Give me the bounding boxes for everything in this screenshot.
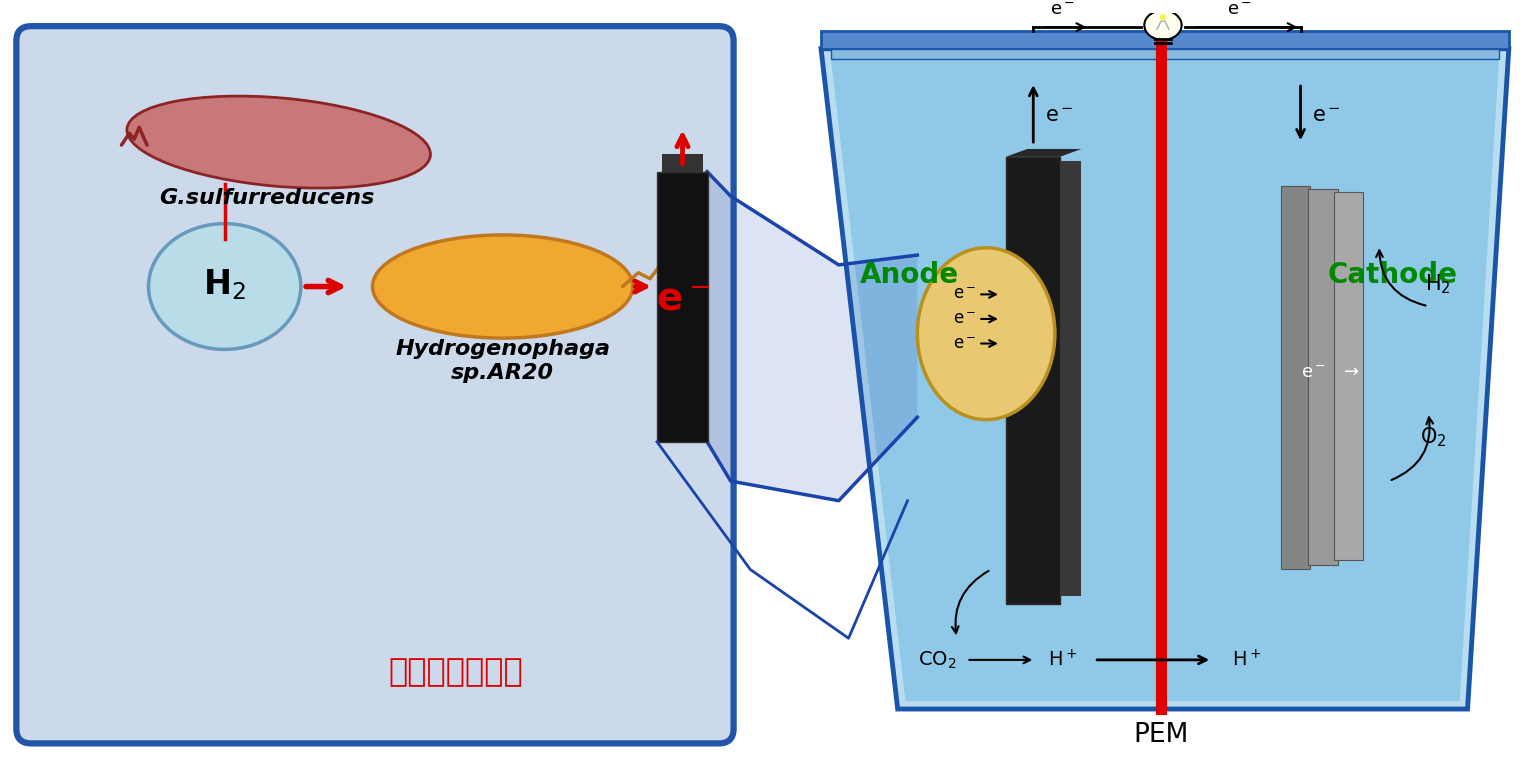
Text: H$_2$: H$_2$ xyxy=(1424,273,1451,296)
Bar xyxy=(1059,161,1082,596)
Text: CO$_2$: CO$_2$ xyxy=(918,650,956,670)
Text: e$^-$  $\rightarrow$: e$^-$ $\rightarrow$ xyxy=(1300,364,1358,382)
Ellipse shape xyxy=(149,224,301,349)
FancyBboxPatch shape xyxy=(17,26,734,743)
Text: Hydrogenophaga: Hydrogenophaga xyxy=(394,339,611,359)
Text: e$^-$: e$^-$ xyxy=(1045,106,1073,126)
Text: G.sulfurreducens: G.sulfurreducens xyxy=(160,188,375,208)
Bar xyxy=(1308,189,1339,565)
Text: H$_2$: H$_2$ xyxy=(203,267,246,302)
Polygon shape xyxy=(1005,149,1082,157)
Ellipse shape xyxy=(373,235,632,338)
Bar xyxy=(1334,192,1363,560)
Bar xyxy=(662,154,703,172)
Bar xyxy=(1280,186,1311,569)
Polygon shape xyxy=(830,58,1500,701)
Text: H$^+$: H$^+$ xyxy=(1231,650,1262,670)
Text: e$^-$: e$^-$ xyxy=(953,335,976,352)
Ellipse shape xyxy=(918,247,1055,420)
Text: sp.AR20: sp.AR20 xyxy=(451,363,554,383)
Text: Anode: Anode xyxy=(860,260,959,289)
Text: Cathode: Cathode xyxy=(1328,260,1458,289)
Text: 共生的電気生産: 共生的電気生産 xyxy=(388,657,523,688)
Text: e$^-$: e$^-$ xyxy=(655,280,709,319)
Text: e$^-$: e$^-$ xyxy=(1226,2,1253,19)
Ellipse shape xyxy=(1160,15,1167,20)
Ellipse shape xyxy=(127,96,430,188)
Text: e$^-$: e$^-$ xyxy=(953,310,976,328)
Text: e$^-$: e$^-$ xyxy=(953,286,976,303)
Text: e$^-$: e$^-$ xyxy=(1312,106,1342,126)
Text: H$^+$: H$^+$ xyxy=(1048,650,1078,670)
Ellipse shape xyxy=(1144,11,1182,40)
Bar xyxy=(830,49,1500,58)
Text: PEM: PEM xyxy=(1133,722,1188,748)
Text: e$^-$: e$^-$ xyxy=(1050,2,1074,19)
Bar xyxy=(657,172,708,442)
Text: O$_2$: O$_2$ xyxy=(1420,425,1446,449)
Bar xyxy=(821,31,1509,49)
Polygon shape xyxy=(708,172,918,501)
Polygon shape xyxy=(821,49,1509,709)
Bar xyxy=(1005,157,1059,604)
